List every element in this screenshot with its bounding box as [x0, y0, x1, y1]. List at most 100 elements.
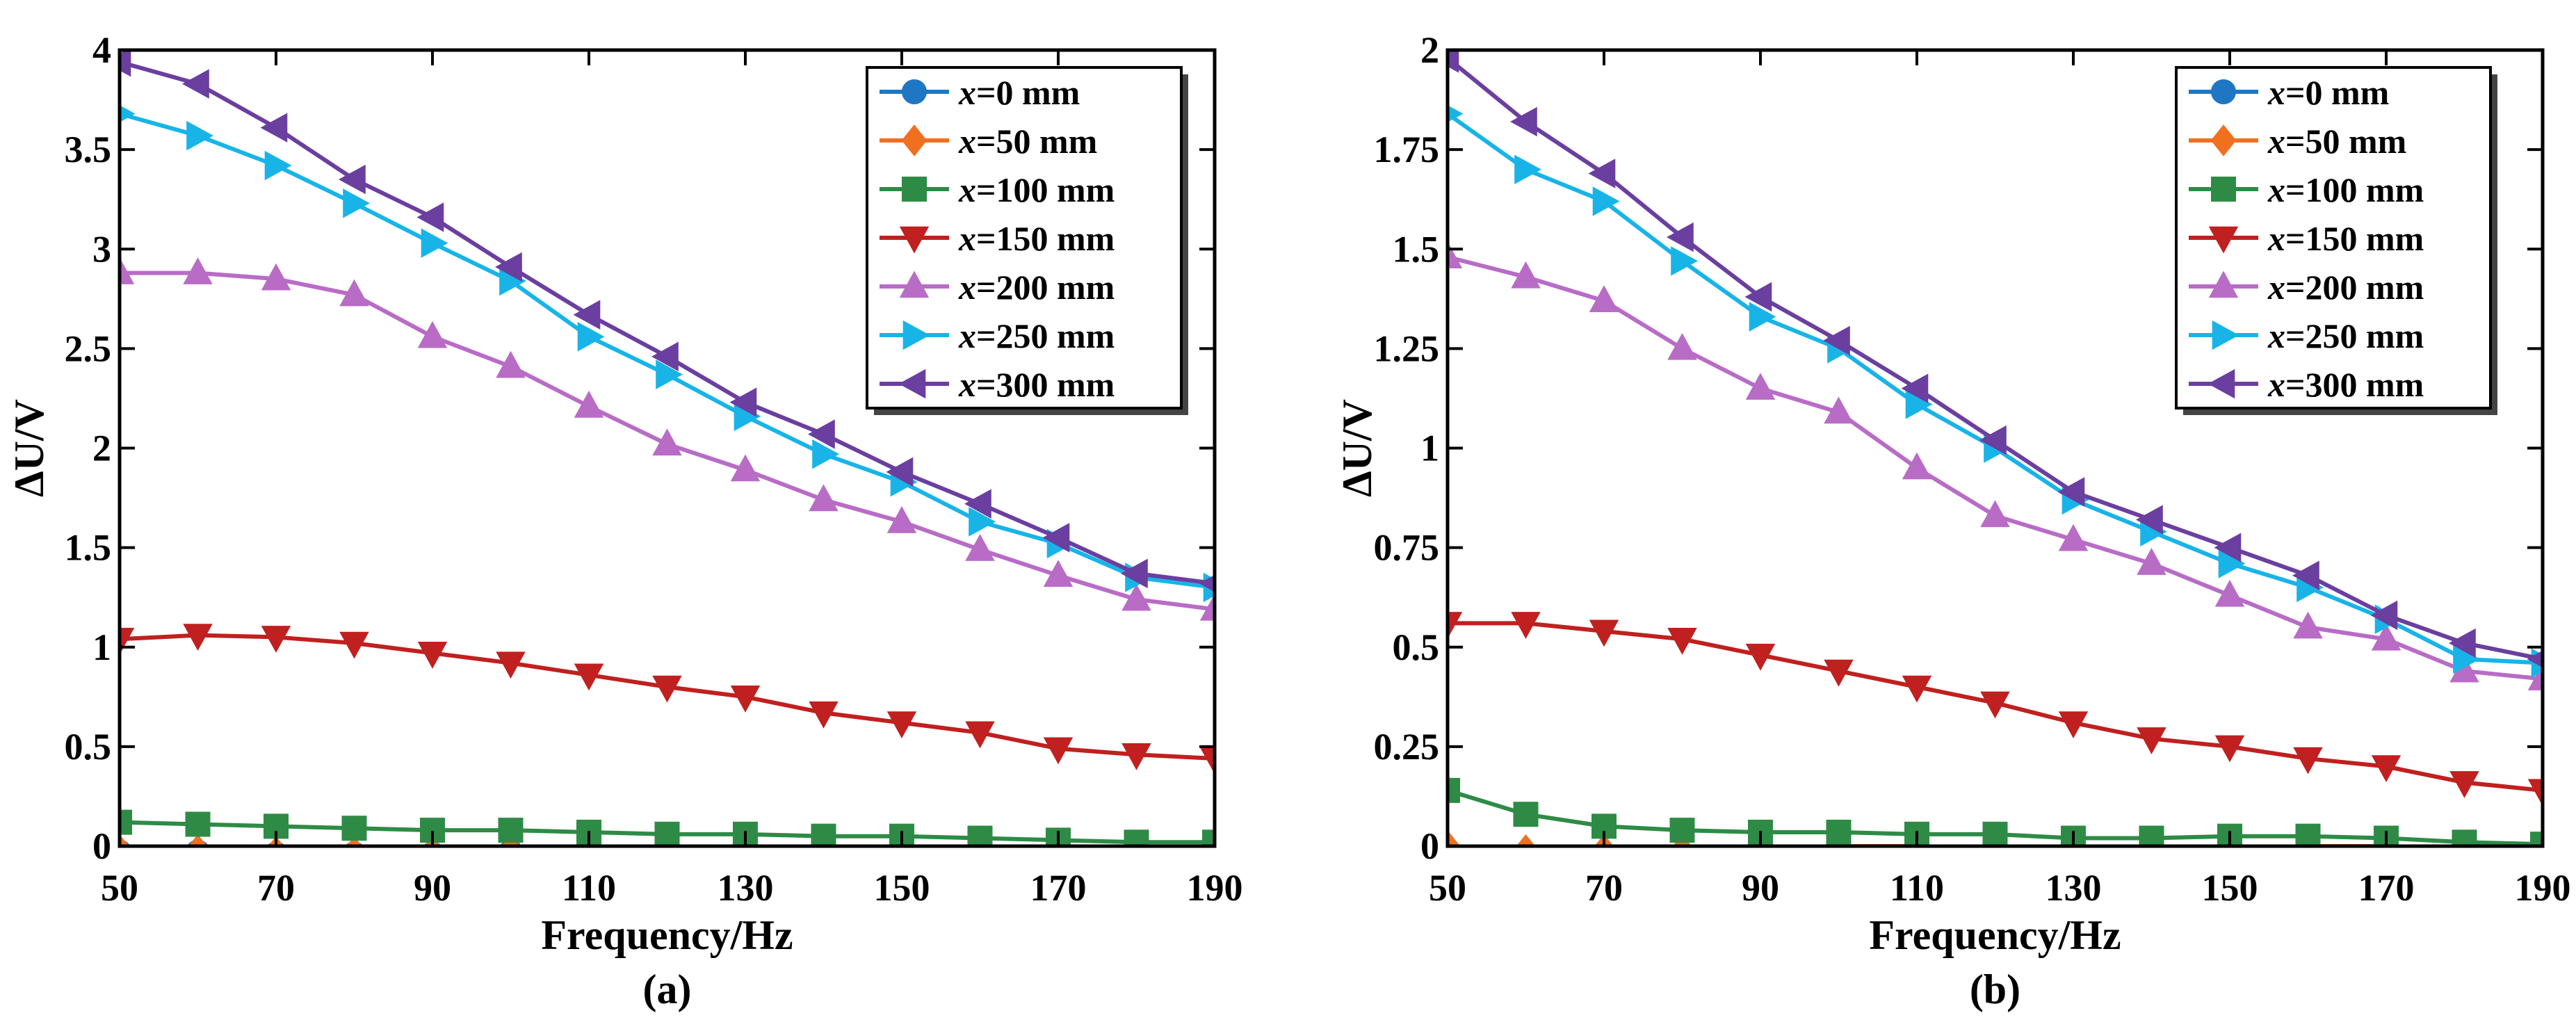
data-point-x250	[577, 321, 605, 352]
data-point-x150	[183, 624, 213, 651]
legend-entry-prefix: x	[958, 73, 976, 112]
data-point-x300	[2214, 533, 2242, 562]
data-point-x300	[120, 50, 131, 77]
x-tick-label: 150	[2202, 867, 2258, 909]
data-point-x150	[339, 631, 369, 659]
legend-entry-suffix: =200 mm	[2285, 268, 2424, 307]
legend-swatch-marker	[2210, 124, 2237, 156]
legend-entry-suffix: =150 mm	[2285, 219, 2424, 258]
data-point-x50	[346, 836, 362, 846]
data-point-x150	[1745, 643, 1776, 671]
data-point-x150	[2058, 711, 2089, 739]
data-point-x300	[2370, 600, 2398, 631]
data-point-x150	[417, 642, 448, 669]
legend-entry-x50: x=50 mm	[958, 122, 1097, 161]
data-point-x100	[2452, 829, 2477, 846]
data-point-x300	[1979, 425, 2007, 455]
data-point-x150	[1902, 675, 1932, 703]
legend-entry-prefix: x	[2267, 73, 2285, 112]
y-tick-label: 0	[1420, 825, 1439, 867]
y-tick-label: 2	[1420, 29, 1439, 71]
data-point-x250	[421, 228, 448, 258]
data-point-x200	[1511, 261, 1541, 289]
legend-entry-x300: x=300 mm	[958, 365, 1115, 404]
legend-entry-suffix: =250 mm	[2285, 316, 2424, 355]
data-point-x200	[2293, 611, 2323, 639]
data-point-x300	[1448, 50, 1459, 73]
legend-entry-prefix: x	[2267, 316, 2285, 355]
legend-swatch-marker	[901, 124, 927, 156]
data-point-x100	[2530, 832, 2543, 846]
data-point-x250	[343, 188, 370, 218]
y-tick-label: 0.5	[1393, 626, 1440, 668]
legend-entry-suffix: =150 mm	[976, 219, 1115, 258]
y-tick-label: 2.5	[65, 327, 112, 369]
data-point-x300	[1121, 558, 1148, 589]
legend-entry-suffix: =300 mm	[2285, 365, 2424, 404]
data-point-x100	[1982, 821, 2008, 846]
data-point-x300	[1510, 106, 1537, 137]
data-point-x150	[2449, 771, 2479, 798]
data-point-x150	[1448, 612, 1463, 639]
data-point-x150	[496, 651, 526, 679]
data-point-x100	[811, 823, 836, 846]
data-point-x200	[1121, 583, 1151, 611]
data-point-x150	[2214, 735, 2245, 763]
data-point-x300	[1667, 222, 1694, 252]
series-line-x0	[120, 852, 1215, 854]
legend-entry-x50: x=50 mm	[2267, 122, 2406, 161]
data-point-x200	[1043, 560, 1074, 587]
legend-entry-suffix: =200 mm	[976, 268, 1115, 307]
legend-entry-x0: x=0 mm	[2267, 73, 2389, 112]
data-point-x100	[967, 825, 993, 846]
legend-entry-x200: x=200 mm	[2267, 268, 2424, 307]
legend-entry-prefix: x	[2267, 170, 2285, 209]
data-point-x200	[574, 390, 604, 418]
data-point-x150	[1121, 743, 1151, 770]
panel-label: (a)	[643, 966, 692, 1012]
data-point-x300	[1588, 159, 1616, 188]
legend-entry-prefix: x	[958, 219, 976, 258]
data-point-x300	[2527, 650, 2543, 668]
legend-entry-x150: x=150 mm	[958, 219, 1115, 258]
data-point-x200	[1199, 593, 1215, 621]
data-point-x150	[809, 701, 839, 729]
legend-swatch-marker	[2208, 270, 2239, 298]
data-point-x300	[1823, 325, 1850, 356]
data-point-x200	[2137, 548, 2166, 575]
data-point-x300	[1744, 282, 1772, 312]
data-point-x150	[120, 628, 135, 655]
legend-entry-x150: x=150 mm	[2267, 219, 2424, 258]
legend-entry-prefix: x	[2267, 122, 2285, 161]
x-tick-label: 70	[257, 867, 295, 909]
data-point-x300	[729, 387, 757, 417]
data-point-x200	[2214, 579, 2245, 607]
data-point-x300	[1901, 373, 1929, 403]
data-point-x250	[186, 120, 213, 151]
data-point-x150	[652, 675, 682, 703]
data-point-x100	[341, 816, 367, 841]
data-point-x300	[651, 341, 679, 372]
x-tick-label: 130	[718, 867, 774, 909]
data-point-x100	[120, 809, 132, 835]
data-point-x150	[1980, 691, 2010, 719]
y-tick-label: 1	[92, 626, 111, 668]
legend-swatch-marker	[2211, 177, 2236, 202]
x-axis-label: Frequency/Hz	[541, 912, 793, 958]
legend-entry-x200: x=200 mm	[958, 268, 1115, 307]
data-point-x200	[965, 534, 995, 561]
data-point-x150	[2371, 755, 2401, 782]
data-point-x100	[2295, 823, 2321, 846]
chart-panel-b: 50 70 90 110 130 150 170 190 0 0.25 0.5 0.75 1 1.25 1.…	[1334, 29, 2571, 1012]
data-point-x50	[1516, 834, 1536, 846]
legend-entry-prefix: x	[958, 122, 976, 161]
y-tick-label: 1.5	[65, 527, 112, 569]
legend: x=0 mmx=50 mmx=100 mmx=150 mmx=200 mmx=2…	[2175, 66, 2497, 415]
y-tick-label: 1.75	[1374, 129, 1440, 170]
legend-entry-prefix: x	[958, 170, 976, 209]
data-point-x200	[1667, 332, 1697, 360]
data-point-x150	[730, 686, 761, 713]
legend-swatch-marker	[899, 270, 930, 298]
data-point-x100	[1202, 829, 1215, 846]
